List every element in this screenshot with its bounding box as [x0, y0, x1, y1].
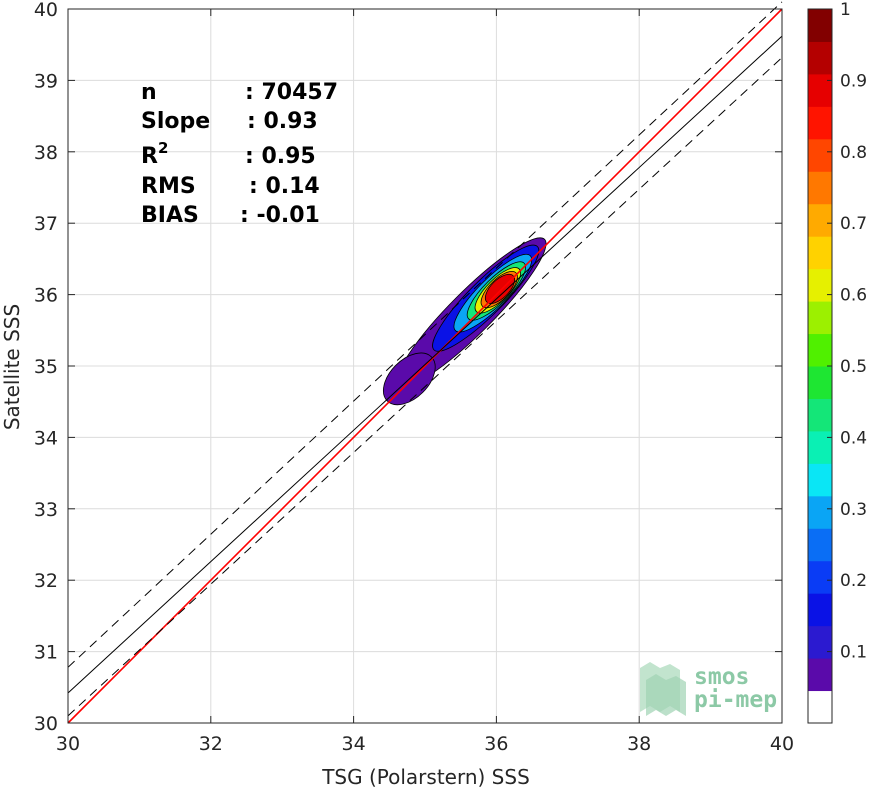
colorbar-segment — [808, 301, 832, 335]
colorbar-tick-label: 0.4 — [840, 428, 867, 448]
x-axis-label: TSG (Polarstern) SSS — [321, 765, 530, 789]
colorbar-tick-label: 0.5 — [840, 357, 867, 377]
reference-line — [67, 57, 783, 717]
y-tick-label: 38 — [34, 142, 58, 164]
x-tick-label: 34 — [342, 733, 366, 755]
y-tick-label: 37 — [34, 213, 58, 235]
colorbar-segment — [808, 236, 832, 270]
colorbar-segment — [808, 593, 832, 627]
y-tick-label: 35 — [34, 356, 58, 378]
y-tick-label: 30 — [34, 713, 58, 735]
y-tick-label: 31 — [34, 642, 58, 664]
stat-value: : 0.95 — [245, 144, 316, 169]
stat-value: : 0.93 — [247, 109, 318, 134]
y-axis-label: Satellite SSS — [0, 304, 24, 430]
y-tick-label: 36 — [34, 285, 58, 307]
y-tick-label: 33 — [34, 499, 58, 521]
colorbar-segment — [808, 9, 832, 42]
stat-key: n — [141, 80, 157, 105]
reference-line — [67, 1, 783, 668]
y-tick-label: 40 — [34, 0, 58, 21]
x-tick-label: 30 — [56, 733, 80, 755]
stat-value: : 0.14 — [249, 174, 320, 199]
stat-value: : -0.01 — [240, 203, 320, 228]
colorbar-segment — [808, 658, 832, 692]
x-tick-label: 32 — [199, 733, 223, 755]
colorbar-segment — [808, 625, 832, 659]
colorbar-segment — [808, 333, 832, 367]
y-axis-ticks: 30 31 32 33 34 35 36 37 38 39 40 — [34, 0, 782, 735]
colorbar-segment — [808, 203, 832, 237]
logo-wave-icon-layer — [646, 674, 686, 716]
grid — [67, 8, 783, 724]
colorbar-segment — [808, 138, 832, 172]
y-tick-label: 39 — [34, 70, 58, 92]
colorbar-segment — [808, 366, 832, 399]
smos-pi-mep-logo: smos pi-mep — [640, 662, 777, 716]
y-tick-label: 32 — [34, 570, 58, 592]
colorbar-segment — [808, 463, 832, 497]
density-contours — [383, 237, 547, 406]
colorbar-tick-label: 0.8 — [840, 143, 867, 163]
colorbar-tick-label: 0.6 — [840, 286, 867, 306]
logo-line2: pi-mep — [694, 687, 777, 713]
colorbar-segment — [808, 398, 832, 432]
stat-key: RMS — [141, 174, 196, 199]
reference-lines — [67, 1, 783, 724]
reference-line — [67, 8, 783, 724]
colorbar-segment — [808, 690, 832, 724]
colorbar — [807, 8, 833, 724]
colorbar-segment — [808, 106, 832, 140]
colorbar-segment — [808, 268, 832, 302]
stat-key: Slope — [141, 109, 210, 134]
colorbar-segment — [808, 171, 832, 205]
colorbar-segment — [808, 495, 832, 529]
colorbar-segment — [808, 73, 832, 107]
colorbar-segment — [808, 430, 832, 464]
stat-key: BIAS — [141, 203, 199, 228]
x-tick-label: 36 — [484, 733, 508, 755]
stat-value: : 70457 — [245, 80, 338, 105]
colorbar-tick-label: 1 — [840, 0, 851, 20]
x-tick-label: 38 — [627, 733, 651, 755]
x-axis-ticks: 30 32 34 36 38 40 — [56, 9, 794, 755]
y-tick-label: 34 — [34, 427, 58, 449]
colorbar-ticks: 0.1 0.2 0.3 0.4 0.5 0.6 0.7 0.8 0.9 1 — [827, 0, 867, 663]
colorbar-segment — [808, 528, 832, 562]
colorbar-tick-label: 0.7 — [840, 214, 867, 234]
colorbar-tick-label: 0.9 — [840, 71, 867, 91]
colorbar-tick-label: 0.1 — [840, 643, 867, 663]
density-contour-level — [484, 273, 515, 304]
stat-key-superscript: 2 — [158, 139, 168, 157]
colorbar-segment — [808, 560, 832, 594]
x-tick-label: 40 — [770, 733, 794, 755]
logo-line1: smos — [694, 664, 749, 690]
colorbar-tick-label: 0.3 — [840, 500, 867, 520]
colorbar-tick-label: 0.2 — [840, 571, 867, 591]
reference-line — [67, 35, 783, 694]
colorbar-segment — [808, 41, 832, 75]
